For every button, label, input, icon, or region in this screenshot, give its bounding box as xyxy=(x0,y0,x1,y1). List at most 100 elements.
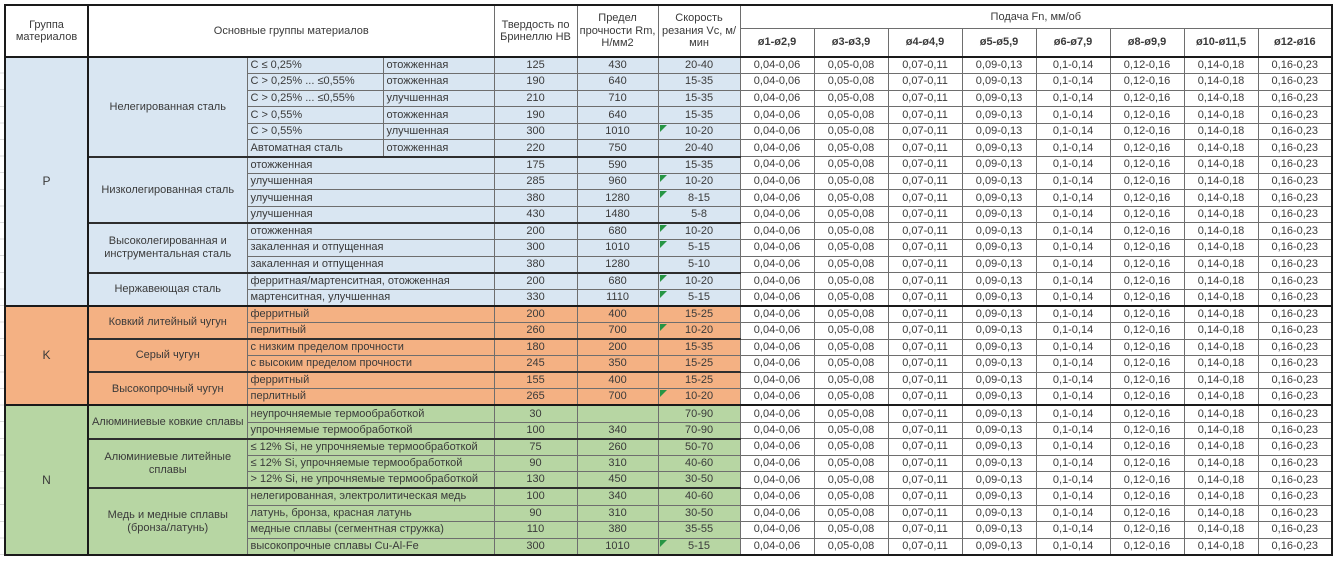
cell-feed-value[interactable]: 0,05-0,08 xyxy=(813,139,889,158)
header-feed-title[interactable]: Подача Fn, мм/об xyxy=(739,4,1333,29)
cell-feed-value[interactable]: 0,14-0,18 xyxy=(1183,189,1259,207)
cell-feed-value[interactable]: 0,16-0,23 xyxy=(1257,421,1333,440)
cell-strength-rm[interactable]: 680 xyxy=(576,271,659,290)
cell-cutting-speed-vc[interactable]: 5-10 xyxy=(657,255,741,274)
cell-cutting-speed-vc[interactable]: 5-15 xyxy=(657,239,741,257)
cell-feed-value[interactable]: 0,14-0,18 xyxy=(1183,521,1259,539)
cell-feed-value[interactable]: 0,07-0,11 xyxy=(887,272,963,290)
cell-feed-value[interactable]: 0,16-0,23 xyxy=(1257,89,1333,108)
cell-feed-value[interactable]: 0,07-0,11 xyxy=(887,139,963,158)
cell-hardness-hb[interactable]: 90 xyxy=(493,504,578,523)
cell-feed-value[interactable]: 0,14-0,18 xyxy=(1183,255,1259,274)
cell-feed-value[interactable]: 0,04-0,06 xyxy=(739,156,815,174)
cell-carbon-content[interactable]: Автоматная сталь xyxy=(246,139,384,158)
cell-feed-value[interactable]: 0,09-0,13 xyxy=(961,421,1037,440)
cell-feed-value[interactable]: 0,09-0,13 xyxy=(961,454,1037,473)
cell-feed-value[interactable]: 0,09-0,13 xyxy=(961,371,1037,390)
header-feed-diameter[interactable]: ø3-ø3,9 xyxy=(813,27,889,58)
cell-feed-value[interactable]: 0,1-0,14 xyxy=(1035,487,1111,506)
cell-feed-value[interactable]: 0,12-0,16 xyxy=(1109,73,1185,91)
cell-cutting-speed-vc[interactable]: 15-25 xyxy=(657,304,741,323)
cell-feed-value[interactable]: 0,12-0,16 xyxy=(1109,338,1185,357)
cell-strength-rm[interactable]: 700 xyxy=(576,388,659,406)
cell-feed-value[interactable]: 0,09-0,13 xyxy=(961,156,1037,174)
cell-cutting-speed-vc[interactable]: 20-40 xyxy=(657,139,741,158)
cell-feed-value[interactable]: 0,16-0,23 xyxy=(1257,56,1333,75)
cell-strength-rm[interactable]: 450 xyxy=(576,471,659,489)
cell-feed-value[interactable]: 0,05-0,08 xyxy=(813,172,889,191)
cell-feed-value[interactable]: 0,1-0,14 xyxy=(1035,521,1111,539)
cell-cutting-speed-vc[interactable]: 10-20 xyxy=(657,172,741,191)
cell-strength-rm[interactable]: 1280 xyxy=(576,255,659,274)
cell-feed-value[interactable]: 0,1-0,14 xyxy=(1035,304,1111,323)
cell-feed-value[interactable]: 0,07-0,11 xyxy=(887,371,963,390)
cell-family-name[interactable]: Высоколегированная и инструментальная ст… xyxy=(87,221,248,274)
cell-feed-value[interactable]: 0,07-0,11 xyxy=(887,189,963,207)
cell-feed-value[interactable]: 0,04-0,06 xyxy=(739,404,815,423)
cell-feed-value[interactable]: 0,07-0,11 xyxy=(887,438,963,456)
cell-feed-value[interactable]: 0,16-0,23 xyxy=(1257,205,1333,224)
cell-strength-rm[interactable]: 400 xyxy=(576,371,659,390)
header-feed-diameter[interactable]: ø6-ø7,9 xyxy=(1035,27,1111,58)
cell-feed-value[interactable]: 0,12-0,16 xyxy=(1109,304,1185,323)
cell-carbon-content[interactable]: C ≤ 0,25% xyxy=(246,56,384,75)
cell-feed-value[interactable]: 0,09-0,13 xyxy=(961,338,1037,357)
cell-feed-value[interactable]: 0,14-0,18 xyxy=(1183,304,1259,323)
cell-feed-value[interactable]: 0,09-0,13 xyxy=(961,106,1037,124)
cell-feed-value[interactable]: 0,04-0,06 xyxy=(739,304,815,323)
cell-cutting-speed-vc[interactable]: 15-25 xyxy=(657,371,741,390)
header-feed-diameter[interactable]: ø10-ø11,5 xyxy=(1183,27,1259,58)
cell-feed-value[interactable]: 0,14-0,18 xyxy=(1183,239,1259,257)
cell-feed-value[interactable]: 0,12-0,16 xyxy=(1109,438,1185,456)
cell-feed-value[interactable]: 0,07-0,11 xyxy=(887,89,963,108)
cell-feed-value[interactable]: 0,09-0,13 xyxy=(961,172,1037,191)
cell-carbon-content[interactable]: C > 0,25% ... ≤0,55% xyxy=(246,73,384,91)
cell-feed-value[interactable]: 0,16-0,23 xyxy=(1257,371,1333,390)
cell-feed-value[interactable]: 0,04-0,06 xyxy=(739,89,815,108)
cell-feed-value[interactable]: 0,09-0,13 xyxy=(961,73,1037,91)
cell-strength-rm[interactable]: 1110 xyxy=(576,288,659,307)
cell-feed-value[interactable]: 0,07-0,11 xyxy=(887,56,963,75)
cell-feed-value[interactable]: 0,12-0,16 xyxy=(1109,371,1185,390)
cell-feed-value[interactable]: 0,09-0,13 xyxy=(961,304,1037,323)
cell-material-state[interactable]: отожженная xyxy=(382,106,495,124)
cell-feed-value[interactable]: 0,14-0,18 xyxy=(1183,487,1259,506)
cell-feed-value[interactable]: 0,1-0,14 xyxy=(1035,156,1111,174)
cell-feed-value[interactable]: 0,16-0,23 xyxy=(1257,272,1333,290)
cell-feed-value[interactable]: 0,04-0,06 xyxy=(739,239,815,257)
cell-feed-value[interactable]: 0,05-0,08 xyxy=(813,272,889,290)
header-feed-diameter[interactable]: ø8-ø9,9 xyxy=(1109,27,1185,58)
cell-cutting-speed-vc[interactable]: 40-60 xyxy=(657,454,741,473)
cell-group-letter[interactable]: K xyxy=(4,304,89,406)
cell-family-name[interactable]: Высокопрочный чугун xyxy=(87,371,248,406)
cell-material-description[interactable]: латунь, бронза, красная латунь xyxy=(246,504,495,523)
cell-feed-value[interactable]: 0,07-0,11 xyxy=(887,388,963,406)
cell-feed-value[interactable]: 0,16-0,23 xyxy=(1257,338,1333,357)
cell-feed-value[interactable]: 0,14-0,18 xyxy=(1183,471,1259,489)
cell-feed-value[interactable]: 0,14-0,18 xyxy=(1183,504,1259,523)
cell-feed-value[interactable]: 0,12-0,16 xyxy=(1109,288,1185,307)
header-feed-diameter[interactable]: ø4-ø4,9 xyxy=(887,27,963,58)
cell-feed-value[interactable]: 0,1-0,14 xyxy=(1035,255,1111,274)
cell-material-state[interactable]: улучшенная xyxy=(382,122,495,141)
cell-feed-value[interactable]: 0,14-0,18 xyxy=(1183,106,1259,124)
header-main-material-groups[interactable]: Основные группы материалов xyxy=(87,4,495,58)
cell-hardness-hb[interactable]: 125 xyxy=(493,56,578,75)
cell-feed-value[interactable]: 0,04-0,06 xyxy=(739,122,815,141)
cell-feed-value[interactable]: 0,04-0,06 xyxy=(739,73,815,91)
cell-feed-value[interactable]: 0,16-0,23 xyxy=(1257,304,1333,323)
cell-feed-value[interactable]: 0,05-0,08 xyxy=(813,288,889,307)
cell-feed-value[interactable]: 0,12-0,16 xyxy=(1109,205,1185,224)
cell-feed-value[interactable]: 0,07-0,11 xyxy=(887,421,963,440)
cell-feed-value[interactable]: 0,16-0,23 xyxy=(1257,172,1333,191)
cell-feed-value[interactable]: 0,1-0,14 xyxy=(1035,288,1111,307)
cell-material-description[interactable]: закаленная и отпущенная xyxy=(246,239,495,257)
cell-feed-value[interactable]: 0,14-0,18 xyxy=(1183,222,1259,241)
cell-cutting-speed-vc[interactable]: 30-50 xyxy=(657,504,741,523)
cell-strength-rm[interactable]: 260 xyxy=(576,437,659,456)
cell-hardness-hb[interactable]: 190 xyxy=(493,106,578,124)
cell-hardness-hb[interactable]: 100 xyxy=(493,421,578,440)
cell-feed-value[interactable]: 0,12-0,16 xyxy=(1109,222,1185,241)
cell-hardness-hb[interactable]: 300 xyxy=(493,239,578,257)
cell-material-description[interactable]: высокопрочные сплавы Cu-Al-Fe xyxy=(246,537,495,556)
